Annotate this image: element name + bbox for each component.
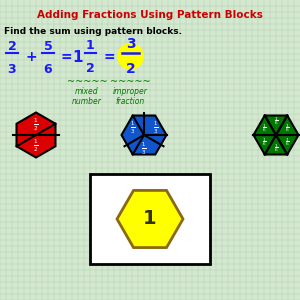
- Circle shape: [118, 44, 143, 69]
- Text: $\frac{1}{3}$: $\frac{1}{3}$: [141, 140, 147, 157]
- Text: ~~~~~: ~~~~~: [110, 76, 151, 86]
- Text: 5: 5: [44, 40, 52, 52]
- Text: =: =: [60, 50, 72, 64]
- Text: 1: 1: [85, 39, 94, 52]
- Text: $\frac{1}{6}$: $\frac{1}{6}$: [274, 142, 278, 154]
- Text: $\frac{1}{3}$: $\frac{1}{3}$: [153, 120, 158, 136]
- Text: 6: 6: [44, 63, 52, 76]
- Text: $\frac{1}{6}$: $\frac{1}{6}$: [274, 116, 278, 128]
- Text: 3: 3: [126, 37, 135, 51]
- Polygon shape: [122, 116, 167, 154]
- Text: $\frac{1}{2}$: $\frac{1}{2}$: [33, 137, 39, 154]
- Text: fraction: fraction: [116, 98, 145, 106]
- Text: =: =: [104, 50, 115, 64]
- Text: 2: 2: [85, 62, 94, 75]
- Text: Adding Fractions Using Pattern Blocks: Adding Fractions Using Pattern Blocks: [37, 11, 263, 20]
- Bar: [90, 174, 210, 264]
- Text: $\frac{1}{6}$: $\frac{1}{6}$: [262, 136, 267, 148]
- Text: $\frac{1}{6}$: $\frac{1}{6}$: [262, 122, 267, 134]
- Polygon shape: [16, 112, 56, 158]
- Text: 2: 2: [126, 62, 135, 76]
- Text: mixed: mixed: [75, 87, 99, 96]
- Text: 3: 3: [8, 63, 16, 76]
- Text: ~~~~~: ~~~~~: [67, 76, 107, 86]
- Text: $\frac{1}{6}$: $\frac{1}{6}$: [285, 136, 290, 148]
- Polygon shape: [117, 190, 183, 248]
- Text: $\frac{1}{2}$: $\frac{1}{2}$: [33, 116, 39, 133]
- Text: number: number: [72, 98, 102, 106]
- Text: Find the sum using pattern blocks.: Find the sum using pattern blocks.: [4, 27, 182, 36]
- Text: improper: improper: [113, 87, 148, 96]
- Text: 1: 1: [143, 209, 157, 229]
- Text: 1: 1: [73, 50, 83, 64]
- Text: $\frac{1}{6}$: $\frac{1}{6}$: [285, 122, 290, 134]
- Text: 2: 2: [8, 40, 16, 52]
- Text: +: +: [26, 50, 37, 64]
- Polygon shape: [254, 116, 298, 154]
- Text: $\frac{1}{3}$: $\frac{1}{3}$: [130, 120, 135, 136]
